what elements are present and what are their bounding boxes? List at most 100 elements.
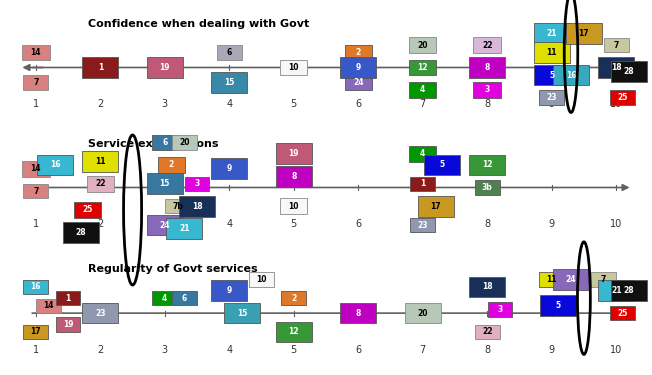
Text: 14: 14 xyxy=(31,164,41,173)
Bar xyxy=(55,291,80,305)
Bar xyxy=(147,214,183,236)
Text: 23: 23 xyxy=(546,93,557,102)
Bar xyxy=(553,64,589,86)
Bar xyxy=(166,199,190,213)
Text: 3: 3 xyxy=(194,179,200,188)
Text: 10: 10 xyxy=(610,345,622,355)
Text: 21: 21 xyxy=(546,29,557,38)
Text: 9: 9 xyxy=(227,286,232,295)
Bar xyxy=(599,280,634,301)
Bar xyxy=(224,303,260,323)
Bar xyxy=(185,177,209,191)
Bar xyxy=(469,277,505,297)
Text: 24: 24 xyxy=(160,220,170,230)
Text: 20: 20 xyxy=(417,40,428,50)
Text: 14: 14 xyxy=(31,48,41,57)
Bar xyxy=(475,325,499,339)
Text: 4: 4 xyxy=(420,149,425,158)
Bar xyxy=(171,291,196,305)
Text: Confidence when dealing with Govt: Confidence when dealing with Govt xyxy=(88,19,309,29)
Text: 12: 12 xyxy=(482,160,492,170)
Bar xyxy=(217,45,242,60)
Bar xyxy=(409,146,436,162)
Text: 10: 10 xyxy=(289,63,299,72)
Text: 12: 12 xyxy=(417,63,428,72)
Text: 1: 1 xyxy=(420,179,425,188)
Text: 25: 25 xyxy=(82,206,93,214)
Text: 7: 7 xyxy=(33,187,38,196)
Bar xyxy=(473,37,501,53)
Text: 2: 2 xyxy=(169,160,174,170)
Text: 8: 8 xyxy=(484,99,490,109)
Text: 4: 4 xyxy=(162,294,168,303)
Bar xyxy=(37,154,73,175)
Text: 9: 9 xyxy=(548,345,555,355)
Text: 10: 10 xyxy=(610,99,622,109)
Text: 5: 5 xyxy=(556,301,561,310)
Text: 10: 10 xyxy=(256,275,267,284)
Bar xyxy=(158,157,185,173)
Bar xyxy=(610,90,635,105)
Bar xyxy=(610,306,635,320)
Text: 11: 11 xyxy=(546,48,557,57)
Text: 8: 8 xyxy=(484,345,490,355)
Text: 6: 6 xyxy=(162,138,168,147)
Bar xyxy=(534,23,570,44)
Text: 3: 3 xyxy=(162,99,168,109)
Text: 17: 17 xyxy=(430,202,441,211)
Bar xyxy=(410,177,435,191)
Bar xyxy=(211,158,247,179)
Text: 15: 15 xyxy=(224,78,235,87)
Bar xyxy=(611,61,647,82)
Text: 21: 21 xyxy=(611,286,621,295)
Text: 9: 9 xyxy=(548,99,555,109)
Text: 28: 28 xyxy=(624,286,634,295)
Text: 1: 1 xyxy=(33,345,39,355)
Text: Regularity of Govt services: Regularity of Govt services xyxy=(88,264,258,274)
Text: 11: 11 xyxy=(546,275,557,284)
Bar xyxy=(147,173,183,194)
Bar xyxy=(211,280,247,301)
Text: 22: 22 xyxy=(482,327,492,336)
Bar xyxy=(473,82,501,98)
Bar xyxy=(488,302,512,316)
Text: 10: 10 xyxy=(289,202,299,211)
Text: 20: 20 xyxy=(179,138,189,147)
Text: 5: 5 xyxy=(549,70,554,80)
Text: 16: 16 xyxy=(566,70,576,80)
Text: 2: 2 xyxy=(291,294,297,303)
Bar xyxy=(55,317,80,332)
Text: 18: 18 xyxy=(192,202,202,211)
Text: 7: 7 xyxy=(614,40,619,50)
Bar xyxy=(604,38,629,52)
Text: 2: 2 xyxy=(97,99,104,109)
Text: 3: 3 xyxy=(162,219,168,230)
Bar xyxy=(424,154,460,175)
Bar xyxy=(409,60,436,75)
Bar xyxy=(280,198,308,214)
Bar xyxy=(410,218,435,232)
Bar xyxy=(540,296,576,316)
Text: 6: 6 xyxy=(355,219,361,230)
Text: 1: 1 xyxy=(33,219,39,230)
Text: 8: 8 xyxy=(291,172,297,181)
Bar xyxy=(566,23,602,44)
Bar xyxy=(469,154,505,175)
Text: 2: 2 xyxy=(355,48,361,57)
Text: 8: 8 xyxy=(484,219,490,230)
Bar xyxy=(22,45,50,60)
Text: 6: 6 xyxy=(181,294,186,303)
Text: 15: 15 xyxy=(160,179,170,188)
Bar xyxy=(147,57,183,78)
Bar xyxy=(82,151,118,171)
Text: 24: 24 xyxy=(353,78,363,87)
Text: 8: 8 xyxy=(484,63,490,72)
Text: 4: 4 xyxy=(226,99,232,109)
Text: 1: 1 xyxy=(33,99,39,109)
Bar xyxy=(22,161,50,177)
Text: 1: 1 xyxy=(98,63,103,72)
Text: 2: 2 xyxy=(97,219,104,230)
Bar xyxy=(409,82,436,98)
Bar xyxy=(153,291,177,305)
Text: 22: 22 xyxy=(482,40,492,50)
